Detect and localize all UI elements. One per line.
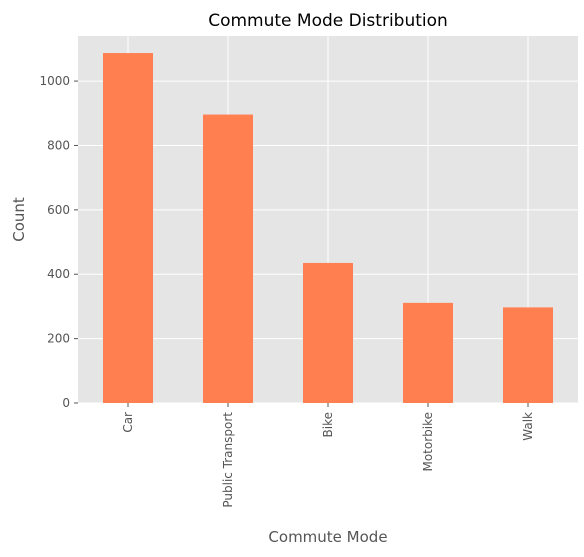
x-tick-label: Public Transport <box>221 412 235 508</box>
y-tick-label: 800 <box>47 138 70 152</box>
y-tick-label: 0 <box>62 396 70 410</box>
chart-title: Commute Mode Distribution <box>208 11 448 31</box>
bar-car <box>103 53 153 403</box>
bar-bike <box>303 262 353 403</box>
x-tick-label: Walk <box>521 412 535 441</box>
x-axis-ticks: Car Public Transport Bike Motorbike Walk <box>121 403 535 508</box>
y-tick-label: 1000 <box>39 74 70 88</box>
y-axis-ticks: 0 200 400 600 800 1000 <box>39 74 78 410</box>
x-axis-label: Commute Mode <box>268 528 387 546</box>
bar-motorbike <box>403 302 453 403</box>
y-tick-label: 200 <box>47 332 70 346</box>
y-tick-label: 600 <box>47 203 70 217</box>
bar-walk <box>503 307 553 403</box>
y-tick-label: 400 <box>47 267 70 281</box>
x-tick-label: Bike <box>321 412 335 437</box>
bars <box>103 53 553 404</box>
x-tick-label: Motorbike <box>421 412 435 472</box>
bar-public-transport <box>203 114 253 404</box>
x-tick-label: Car <box>121 412 135 433</box>
y-axis-label: Count <box>10 197 28 242</box>
